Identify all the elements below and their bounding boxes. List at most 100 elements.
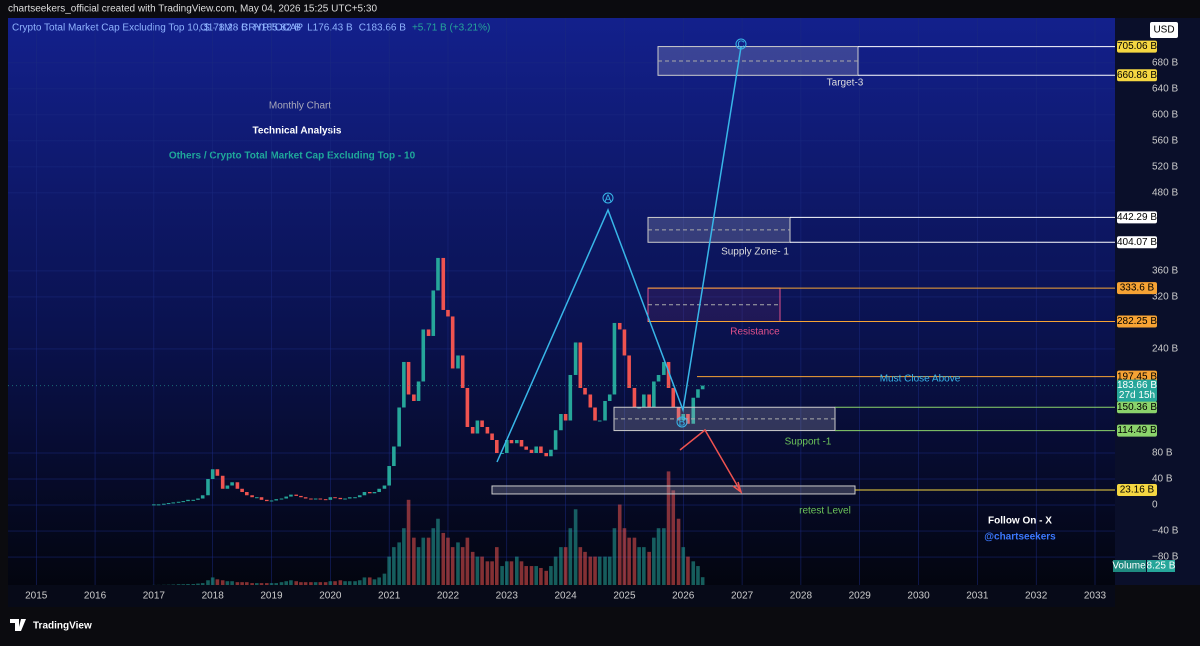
y-tick-label: 80 B bbox=[1152, 448, 1173, 459]
volume-bar bbox=[328, 581, 333, 585]
handle: @chartseekers bbox=[984, 532, 1056, 543]
candle bbox=[578, 342, 583, 388]
y-tick-label: 640 B bbox=[1152, 84, 1178, 95]
volume-bar bbox=[494, 547, 499, 585]
candle bbox=[392, 446, 396, 467]
ohlc-value: C183.66 B bbox=[359, 23, 407, 34]
candle bbox=[465, 387, 470, 427]
candle bbox=[593, 407, 597, 421]
volume-tag bbox=[1147, 560, 1175, 572]
candle bbox=[662, 361, 666, 375]
volume-bar bbox=[210, 577, 215, 585]
volume-bar bbox=[259, 583, 264, 585]
candle bbox=[549, 449, 553, 457]
candle bbox=[544, 453, 549, 457]
x-tick-label: 2032 bbox=[1025, 591, 1048, 602]
volume-bar bbox=[652, 537, 656, 585]
price-tag bbox=[1117, 401, 1157, 414]
x-tick-label: 2021 bbox=[378, 591, 401, 602]
follow-text: Follow On - X bbox=[988, 516, 1052, 527]
candle bbox=[700, 385, 705, 390]
volume-bar bbox=[470, 551, 475, 585]
volume-bar bbox=[671, 490, 676, 585]
price-tag-label: 183.66 B bbox=[1117, 380, 1157, 391]
candle bbox=[436, 257, 440, 291]
volume-bar bbox=[573, 509, 578, 585]
volume-bar bbox=[299, 582, 303, 585]
volume-bar bbox=[284, 581, 289, 585]
candle bbox=[196, 498, 200, 500]
volume-bar bbox=[700, 577, 705, 585]
candle bbox=[220, 475, 225, 489]
y-tick-label: 0 bbox=[1152, 500, 1158, 511]
volume-bar bbox=[362, 577, 367, 585]
price-tag-label: 114.49 B bbox=[1117, 425, 1157, 436]
candle bbox=[200, 495, 205, 499]
candle bbox=[509, 439, 514, 444]
price-tag bbox=[1117, 424, 1157, 437]
ohlc-legend: O178.28 B H185.82 B L176.43 B C183.66 B +5.7… bbox=[200, 23, 490, 34]
candle bbox=[519, 439, 524, 447]
volume-bar bbox=[318, 582, 323, 585]
candle bbox=[470, 426, 475, 434]
price-tag-label: 442.29 B bbox=[1117, 212, 1157, 223]
ohlc-value: H185.82 B bbox=[254, 23, 302, 34]
candle bbox=[642, 394, 646, 408]
candle bbox=[666, 361, 671, 388]
volume-bar bbox=[509, 561, 514, 585]
arrow-head bbox=[732, 481, 743, 494]
candle bbox=[412, 394, 416, 401]
volume-bar bbox=[406, 499, 411, 585]
volume-bar bbox=[200, 583, 205, 585]
candle bbox=[313, 498, 318, 500]
volume-bar bbox=[637, 547, 641, 585]
x-tick-label: 2022 bbox=[437, 591, 460, 602]
brand: TradingView bbox=[33, 621, 92, 632]
y-tick-label: 600 B bbox=[1152, 110, 1178, 121]
candle bbox=[671, 387, 676, 408]
candle bbox=[676, 407, 681, 421]
candle bbox=[362, 492, 367, 496]
grid: 680 B 640 B 600 B 560 B 520 B 480 B 360 B 320 B… bbox=[8, 18, 1179, 602]
volume-bar bbox=[367, 577, 372, 585]
candle bbox=[250, 495, 254, 498]
volume-bar bbox=[446, 537, 450, 585]
volume-bar bbox=[460, 547, 465, 585]
volume-bar bbox=[549, 566, 553, 585]
volume-bar bbox=[553, 556, 558, 585]
volume-bar bbox=[529, 566, 534, 585]
volume-bar bbox=[333, 581, 337, 585]
candle bbox=[235, 482, 240, 489]
candle bbox=[421, 329, 426, 382]
volume-bar bbox=[416, 547, 421, 585]
volume-bar bbox=[480, 556, 484, 585]
candle bbox=[539, 446, 543, 454]
volume-bar bbox=[519, 561, 524, 585]
volume-bar bbox=[323, 582, 328, 585]
price-tag-label: 150.36 B bbox=[1117, 402, 1157, 413]
candle bbox=[656, 374, 661, 382]
y-tick-label: 360 B bbox=[1152, 266, 1178, 277]
candle bbox=[563, 413, 568, 421]
wave-line bbox=[496, 46, 742, 463]
candle bbox=[588, 394, 593, 408]
volume-bar bbox=[338, 580, 343, 585]
volume-bar bbox=[642, 547, 646, 585]
annotation: Support -1 bbox=[785, 437, 832, 448]
ohlc-value: O178.28 B bbox=[200, 23, 248, 34]
x-tick-label: 2025 bbox=[613, 591, 636, 602]
candle bbox=[632, 387, 637, 408]
candle bbox=[431, 290, 436, 336]
volume-bar bbox=[485, 561, 490, 585]
x-tick-label: 2018 bbox=[202, 591, 225, 602]
volume-bar bbox=[176, 584, 181, 585]
volume-bar bbox=[559, 547, 563, 585]
price-tag bbox=[1117, 282, 1157, 295]
candle bbox=[607, 394, 612, 401]
price-tag bbox=[1117, 379, 1157, 402]
price-tag-label: 705.06 B bbox=[1117, 41, 1157, 52]
candle bbox=[328, 497, 333, 500]
wave-label: A bbox=[605, 194, 612, 205]
volume-bar bbox=[603, 556, 607, 585]
